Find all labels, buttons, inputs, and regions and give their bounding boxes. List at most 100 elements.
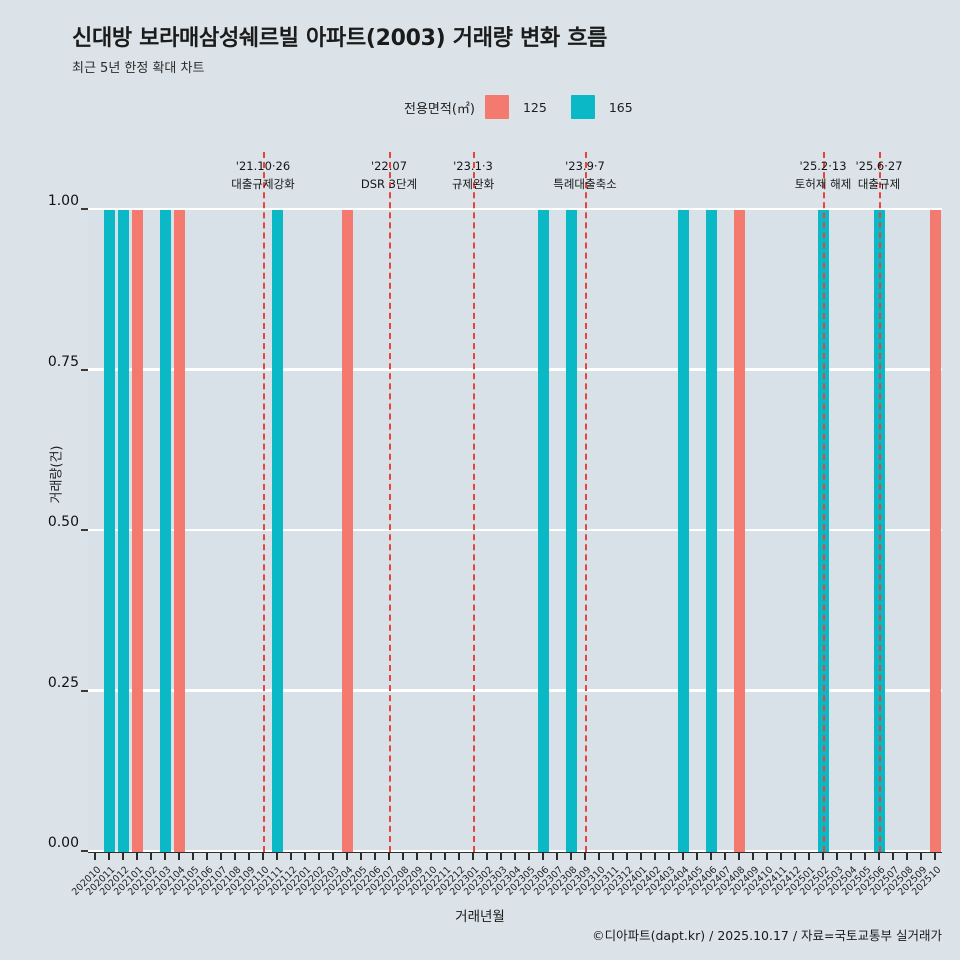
x-axis-tick-mark <box>710 852 712 860</box>
y-axis-tick-label: 0.75 <box>47 353 79 370</box>
x-axis-tick-mark <box>290 852 292 860</box>
x-axis-tick-mark <box>766 852 768 860</box>
bar-125-202104[interactable] <box>173 210 185 852</box>
x-axis-tick-mark <box>458 852 460 860</box>
gridline <box>88 528 942 531</box>
annotation-date: '21.10·26 <box>235 159 291 173</box>
x-axis-tick-mark <box>500 852 502 860</box>
x-axis-tick-mark <box>934 852 936 860</box>
x-axis-tick-mark <box>374 852 376 860</box>
bar-165-202308[interactable] <box>565 210 577 852</box>
annotation-text: 규제완화 <box>451 176 495 191</box>
annotation-202502: '25.2·13 토허제 해제 <box>795 158 852 194</box>
bar-125-202510[interactable] <box>929 210 941 852</box>
annotation-text: DSR 3단계 <box>360 176 418 191</box>
event-line-202301 <box>473 152 475 852</box>
legend-swatch-125[interactable] <box>484 95 509 119</box>
event-line-202506 <box>879 152 881 852</box>
x-axis-tick-mark <box>556 852 558 860</box>
x-axis-tick-mark <box>304 852 306 860</box>
bar-125-202408[interactable] <box>733 210 745 852</box>
x-axis-tick-mark <box>206 852 208 860</box>
x-axis-tick-mark <box>220 852 222 860</box>
x-axis-tick-mark <box>262 852 264 860</box>
x-axis-tick-mark <box>430 852 432 860</box>
x-axis-tick-mark <box>668 852 670 860</box>
x-axis-tick-mark <box>94 852 96 860</box>
annotation-text: 대출규제 <box>857 176 901 191</box>
annotation-text: 대출규제강화 <box>231 176 295 191</box>
annotation-date: '22.07 <box>370 159 408 173</box>
x-axis-tick-mark <box>402 852 404 860</box>
x-axis-tick-mark <box>682 852 684 860</box>
x-axis-tick-mark <box>864 852 866 860</box>
x-axis-tick-mark <box>276 852 278 860</box>
x-axis-tick-mark <box>346 852 348 860</box>
chart-title: 신대방 보라매삼성쉐르빌 아파트(2003) 거래량 변화 흐름 <box>72 26 608 51</box>
x-axis-tick-mark <box>150 852 152 860</box>
x-axis-tick-mark <box>640 852 642 860</box>
legend-swatch-165[interactable] <box>570 95 595 119</box>
x-axis-tick-mark <box>612 852 614 860</box>
annotation-202506: '25.6·27 대출규제 <box>855 158 902 194</box>
x-axis-tick-mark <box>248 852 250 860</box>
bar-165-202012[interactable] <box>117 210 129 852</box>
event-line-202309 <box>585 152 587 852</box>
bar-165-202404[interactable] <box>677 210 689 852</box>
bar-165-202103[interactable] <box>159 210 171 852</box>
x-axis-tick-mark <box>878 852 880 860</box>
annotation-202110: '21.10·26 대출규제강화 <box>231 158 294 194</box>
legend-title: 전용면적(㎡) <box>404 101 475 117</box>
y-axis-label: 거래량(건) <box>49 445 65 504</box>
annotation-text: 특례대출축소 <box>553 176 617 191</box>
legend-label-165: 165 <box>608 99 633 115</box>
y-axis-tick-label: 0.50 <box>47 514 79 530</box>
x-axis-tick-mark <box>318 852 320 860</box>
bar-165-202111[interactable] <box>271 210 283 852</box>
chart-legend: 전용면적(㎡) 125 165 <box>404 95 657 119</box>
x-axis-tick-mark <box>598 852 600 860</box>
x-axis-tick-mark <box>906 852 908 860</box>
y-axis-tick-label: 1.00 <box>47 193 79 209</box>
annotation-date: '25.2·13 <box>799 159 847 173</box>
x-axis-tick-mark <box>486 852 488 860</box>
annotation-date: '25.6·27 <box>855 159 903 173</box>
x-axis-tick-mark <box>752 852 754 860</box>
x-axis-tick-mark <box>920 852 922 860</box>
x-axis-tick-mark <box>542 852 544 860</box>
y-axis-tick-mark <box>81 850 88 852</box>
bar-165-202306[interactable] <box>537 210 549 852</box>
x-axis-tick-mark <box>178 852 180 860</box>
annotation-text: 토허제 해제 <box>794 176 852 191</box>
bar-165-202011[interactable] <box>103 210 115 852</box>
annotation-202309: '23.9·7 특례대출축소 <box>553 158 616 194</box>
x-axis-label: 거래년월 <box>455 909 505 925</box>
annotation-202207: '22.07 DSR 3단계 <box>361 158 417 194</box>
x-axis-tick-mark <box>136 852 138 860</box>
x-axis-tick-mark <box>584 852 586 860</box>
annotation-date: '23.1·3 <box>453 159 493 173</box>
x-axis-tick-mark <box>626 852 628 860</box>
y-axis-tick-mark <box>81 208 88 210</box>
x-axis-tick-mark <box>822 852 824 860</box>
y-axis-tick-label: 0.00 <box>47 835 79 851</box>
x-axis-tick-mark <box>738 852 740 860</box>
bar-165-202406[interactable] <box>705 210 717 852</box>
x-axis-tick-mark <box>360 852 362 860</box>
chart-subtitle: 최근 5년 한정 확대 차트 <box>72 61 205 76</box>
event-line-202207 <box>389 152 391 852</box>
gridline <box>88 689 942 692</box>
event-line-202110 <box>263 152 265 852</box>
x-axis-tick-mark <box>234 852 236 860</box>
y-axis-tick-mark <box>81 368 88 371</box>
x-axis-tick-mark <box>444 852 446 860</box>
event-line-202502 <box>823 152 825 852</box>
x-axis-tick-mark <box>892 852 894 860</box>
bar-125-202204[interactable] <box>341 210 353 852</box>
x-axis-tick-mark <box>416 852 418 860</box>
annotation-date: '23.9·7 <box>565 159 605 173</box>
x-axis-tick-mark <box>108 852 110 860</box>
plot-area: 거래량(건) 0.00 0.25 0.50 0.75 1.00 202010 202011 2… <box>48 152 943 898</box>
y-axis-tick-mark <box>81 689 88 692</box>
bar-125-202101[interactable] <box>131 210 143 852</box>
